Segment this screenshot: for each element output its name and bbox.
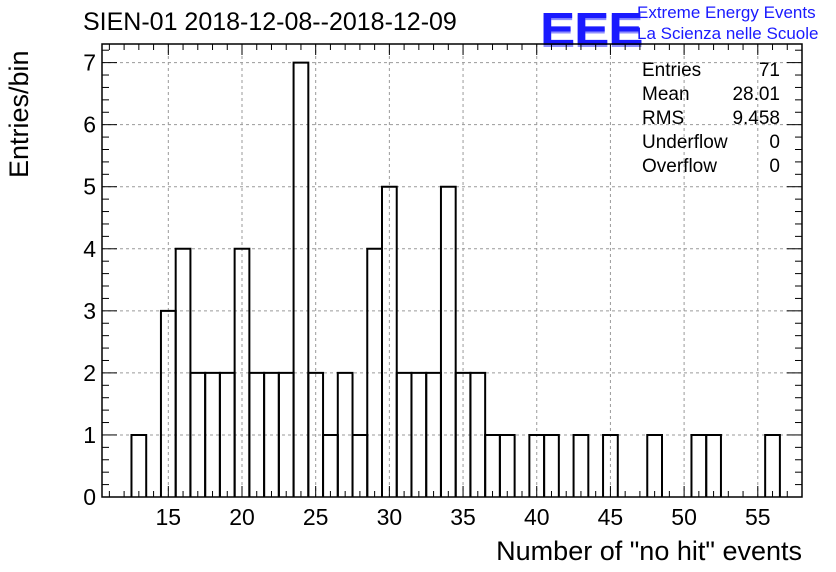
y-tick-label: 0 (83, 484, 96, 510)
histogram-bar (277, 371, 295, 497)
x-tick-label: 15 (156, 504, 182, 530)
stats-box: Entries 71 Mean 28.01 RMS 9.458 Underflo… (642, 60, 780, 180)
x-tick-label: 40 (524, 504, 550, 530)
histogram-bar (351, 433, 369, 497)
histogram-bar (690, 433, 708, 497)
logo-line-1: Extreme Energy Events (637, 3, 816, 22)
histogram-bar (646, 433, 663, 497)
histogram-bar (130, 433, 148, 497)
histogram-bar (543, 433, 560, 497)
y-tick-label: 5 (83, 174, 96, 200)
histogram-bar (764, 433, 781, 497)
x-tick-label: 30 (377, 504, 403, 530)
stats-label: RMS (642, 108, 685, 129)
histogram-bar (705, 433, 722, 497)
histogram-bar (602, 433, 619, 497)
y-tick-label: 4 (83, 236, 96, 262)
stats-value: 28.01 (732, 84, 780, 105)
x-tick-label: 25 (303, 504, 329, 530)
stats-row-overflow: Overflow 0 (642, 156, 780, 180)
stats-row-entries: Entries 71 (642, 60, 780, 84)
x-tick-label: 20 (229, 504, 255, 530)
histogram-bar (439, 185, 457, 497)
stats-row-mean: Mean 28.01 (642, 84, 780, 108)
histogram-bar (498, 433, 516, 497)
y-tick-label: 7 (83, 50, 96, 76)
stats-label: Overflow (642, 156, 717, 177)
stats-value: 0 (769, 132, 780, 153)
histogram-bar (248, 371, 266, 497)
stats-label: Mean (642, 84, 690, 105)
y-tick-label: 2 (83, 360, 96, 386)
stats-value: 0 (769, 156, 780, 177)
y-axis-label: Entries/bin (4, 50, 34, 178)
x-axis-label: Number of "no hit" events (496, 536, 802, 566)
logo-line-2: La Scienza nelle Scuole (637, 24, 819, 43)
y-tick-label: 1 (83, 422, 96, 448)
stats-row-underflow: Underflow 0 (642, 132, 780, 156)
histogram-bar (410, 371, 428, 497)
x-tick-label: 45 (598, 504, 624, 530)
stats-value: 9.458 (732, 108, 780, 129)
x-tick-label: 55 (745, 504, 771, 530)
histogram-bar (322, 433, 339, 497)
y-tick-label: 6 (83, 112, 96, 138)
histogram-bar (572, 433, 590, 497)
histogram-bar (484, 433, 501, 497)
stats-row-rms: RMS 9.458 (642, 108, 780, 132)
chart-title: SIEN-01 2018-12-08--2018-12-09 (83, 8, 457, 36)
stats-label: Entries (642, 60, 702, 81)
x-tick-label: 50 (671, 504, 697, 530)
x-tick-label: 35 (450, 504, 476, 530)
plot-frame (101, 43, 803, 498)
stats-value: 71 (758, 60, 780, 81)
histogram-bar (292, 61, 310, 497)
eee-logo: EEE (540, 3, 644, 55)
histogram-bar (381, 185, 398, 497)
y-tick-label: 3 (83, 298, 96, 324)
stats-label: Underflow (642, 132, 728, 153)
